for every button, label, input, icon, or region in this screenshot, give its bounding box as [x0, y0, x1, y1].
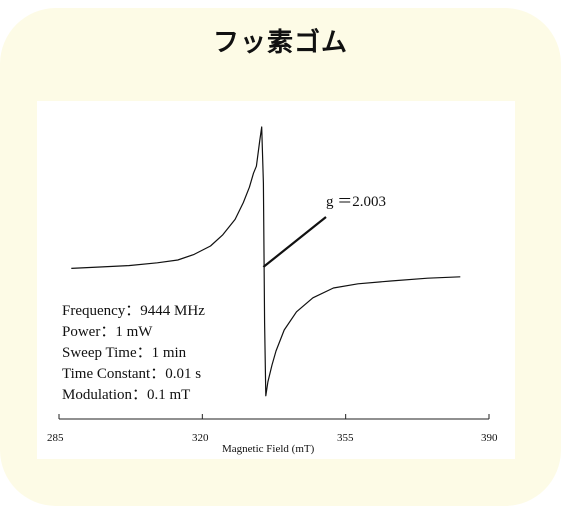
param-time-constant: Time Constant：0.01 s	[62, 366, 202, 382]
param-modulation: Modulation：0.1 mT	[62, 387, 191, 403]
spectrum-line	[71, 126, 461, 397]
x-tick-label: 285	[47, 432, 64, 444]
x-tick-label: 320	[192, 432, 209, 444]
param-frequency: Frequency：9444 MHz	[62, 303, 205, 319]
g-value-annotation: g ＝2.003	[326, 194, 387, 210]
x-axis-label: Magnetic Field (mT)	[222, 443, 315, 455]
x-tick-label: 390	[481, 432, 498, 444]
page-title: フッ素ゴム	[212, 28, 348, 58]
param-sweep-time: Sweep Time：1 min	[62, 345, 187, 361]
param-power: Power：1 mW	[62, 324, 153, 340]
annotation-pointer	[262, 216, 327, 268]
x-tick-label: 355	[337, 432, 354, 444]
plot-panel	[37, 101, 515, 459]
